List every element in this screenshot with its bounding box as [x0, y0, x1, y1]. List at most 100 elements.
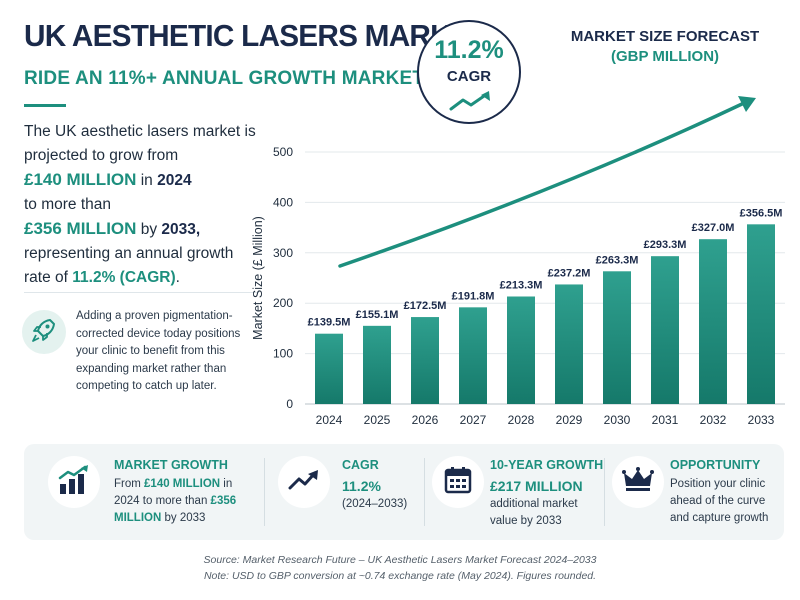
note-line: Note: USD to GBP conversion at ~0.74 exc… [203, 570, 597, 582]
card-big-value: £217 MILLION [490, 478, 583, 494]
x-tick-label: 2027 [460, 413, 487, 427]
card-title: OPPORTUNITY [670, 458, 761, 472]
section-divider [24, 292, 259, 293]
card-big-value: 11.2% [342, 478, 381, 494]
bar-value-label: £293.3M [644, 239, 687, 251]
x-tick-label: 2030 [604, 413, 631, 427]
card-market-growth: MARKET GROWTH From £140 MILLION in 2024 … [24, 444, 264, 540]
bar-value-label: £172.5M [404, 300, 447, 312]
intro-line1: The UK aesthetic lasers market is projec… [24, 123, 256, 164]
card-highlight: £140 MILLION [144, 478, 221, 490]
x-tick-label: 2024 [316, 413, 343, 427]
card-body: From £140 MILLION in 2024 to more than £… [114, 476, 259, 527]
bar-2026 [411, 317, 439, 404]
bar-growth-icon-badge [48, 456, 100, 508]
bar-2024 [315, 333, 343, 404]
bar-value-label: £237.2M [548, 267, 591, 279]
bar-value-label: £139.5M [308, 317, 351, 329]
card-body: 11.2% (2024–2033) [342, 476, 422, 513]
card-title: 10-YEAR GROWTH [490, 458, 604, 472]
bar-value-label: £356.5M [740, 207, 783, 219]
forecast-subtitle: (GBP MILLION) [610, 48, 720, 65]
intro-line-end: representing an annual growth rate of [24, 245, 234, 286]
y-tick-label: 0 [286, 397, 293, 411]
crown-icon [622, 466, 654, 499]
bar-value-label: £213.3M [500, 279, 543, 291]
x-tick-label: 2033 [748, 413, 775, 427]
rocket-badge [22, 310, 66, 354]
card-separator [424, 458, 425, 526]
y-tick-label: 500 [273, 145, 293, 159]
bar-2031 [651, 256, 679, 404]
bar-2032 [699, 239, 727, 404]
intro-from-value: £140 MILLION [24, 170, 137, 189]
bar-2027 [459, 307, 487, 404]
trend-arrow-line [338, 102, 744, 268]
x-tick-label: 2025 [364, 413, 391, 427]
y-tick-label: 400 [273, 195, 293, 209]
bar-2025 [363, 325, 391, 404]
bar-2030 [603, 271, 631, 404]
card-title: CAGR [342, 458, 379, 472]
card-opportunity: OPPORTUNITY Position your clinic ahead o… [604, 444, 784, 540]
x-tick-label: 2032 [700, 413, 727, 427]
trend-icon-badge [278, 456, 330, 508]
card-text: by 2033 [161, 512, 206, 524]
x-tick-label: 2031 [652, 413, 679, 427]
title-rule [24, 104, 66, 107]
y-tick-label: 200 [273, 296, 293, 310]
cagr-label: CAGR [446, 68, 492, 85]
page-title: UK AESTHETIC LASERS MARKET [24, 18, 488, 53]
cagr-value: 11.2% [434, 36, 504, 64]
y-axis-label: Market Size (£ Million) [251, 216, 265, 340]
card-separator [264, 458, 265, 526]
trend-arrow-head [738, 96, 756, 112]
card-separator [604, 458, 605, 526]
intro-in-word: in [140, 172, 153, 189]
trend-arrow-icon [288, 468, 320, 497]
x-tick-label: 2029 [556, 413, 583, 427]
card-text: additional market value by 2033 [490, 498, 578, 527]
card-cagr: CAGR 11.2% (2024–2033) [264, 444, 424, 540]
tip-text: Adding a proven pigmentation-corrected d… [76, 310, 241, 392]
card-body: £217 MILLION additional market value by … [490, 476, 600, 530]
y-tick-label: 100 [273, 347, 293, 361]
card-text: in 2024 to more than [114, 478, 233, 507]
x-tick-label: 2026 [412, 413, 439, 427]
rocket-icon [30, 316, 58, 349]
calendar-icon-badge [432, 456, 484, 508]
calendar-icon [443, 465, 473, 500]
cagr-badge: 11.2% CAGR [417, 20, 521, 124]
bar-2028 [507, 296, 535, 404]
forecast-title: MARKET SIZE FORECAST [570, 28, 760, 45]
intro-by-word: by [140, 221, 158, 238]
bar-value-label: £263.3M [596, 254, 639, 266]
trend-arrow-icon [449, 90, 493, 117]
bar-value-label: £155.1M [356, 309, 399, 321]
card-10-year-growth: 10-YEAR GROWTH £217 MILLION additional m… [424, 444, 604, 540]
card-text: (2024–2033) [342, 498, 408, 510]
intro-period: . [175, 269, 180, 286]
card-text: From [114, 478, 145, 490]
crown-icon-badge [612, 456, 664, 508]
card-title: MARKET GROWTH [114, 458, 228, 472]
intro-rate: 11.2% (CAGR) [72, 269, 176, 286]
source-footer: Source: Market Research Future – UK Aest… [0, 552, 800, 584]
summary-cards: MARKET GROWTH From £140 MILLION in 2024 … [24, 444, 784, 540]
bar-value-label: £191.8M [452, 290, 495, 302]
intro-to-more: to more than [24, 196, 112, 213]
bar-value-label: £327.0M [692, 222, 735, 234]
intro-paragraph: The UK aesthetic lasers market is projec… [24, 120, 259, 290]
card-highlight: £356 MILLION [114, 495, 237, 524]
page-subtitle: RIDE AN 11%+ ANNUAL GROWTH MARKET [24, 68, 425, 89]
x-tick-label: 2028 [508, 413, 535, 427]
y-tick-label: 300 [273, 246, 293, 260]
intro-from-year: 2024 [157, 172, 192, 189]
card-body: Position your clinic ahead of the curve … [670, 478, 769, 524]
intro-to-value: £356 MILLION [24, 219, 137, 238]
intro-to-year: 2033, [161, 221, 201, 238]
bar-2029 [555, 284, 583, 404]
bar-2033 [747, 224, 775, 404]
bar-growth-icon [57, 464, 91, 501]
